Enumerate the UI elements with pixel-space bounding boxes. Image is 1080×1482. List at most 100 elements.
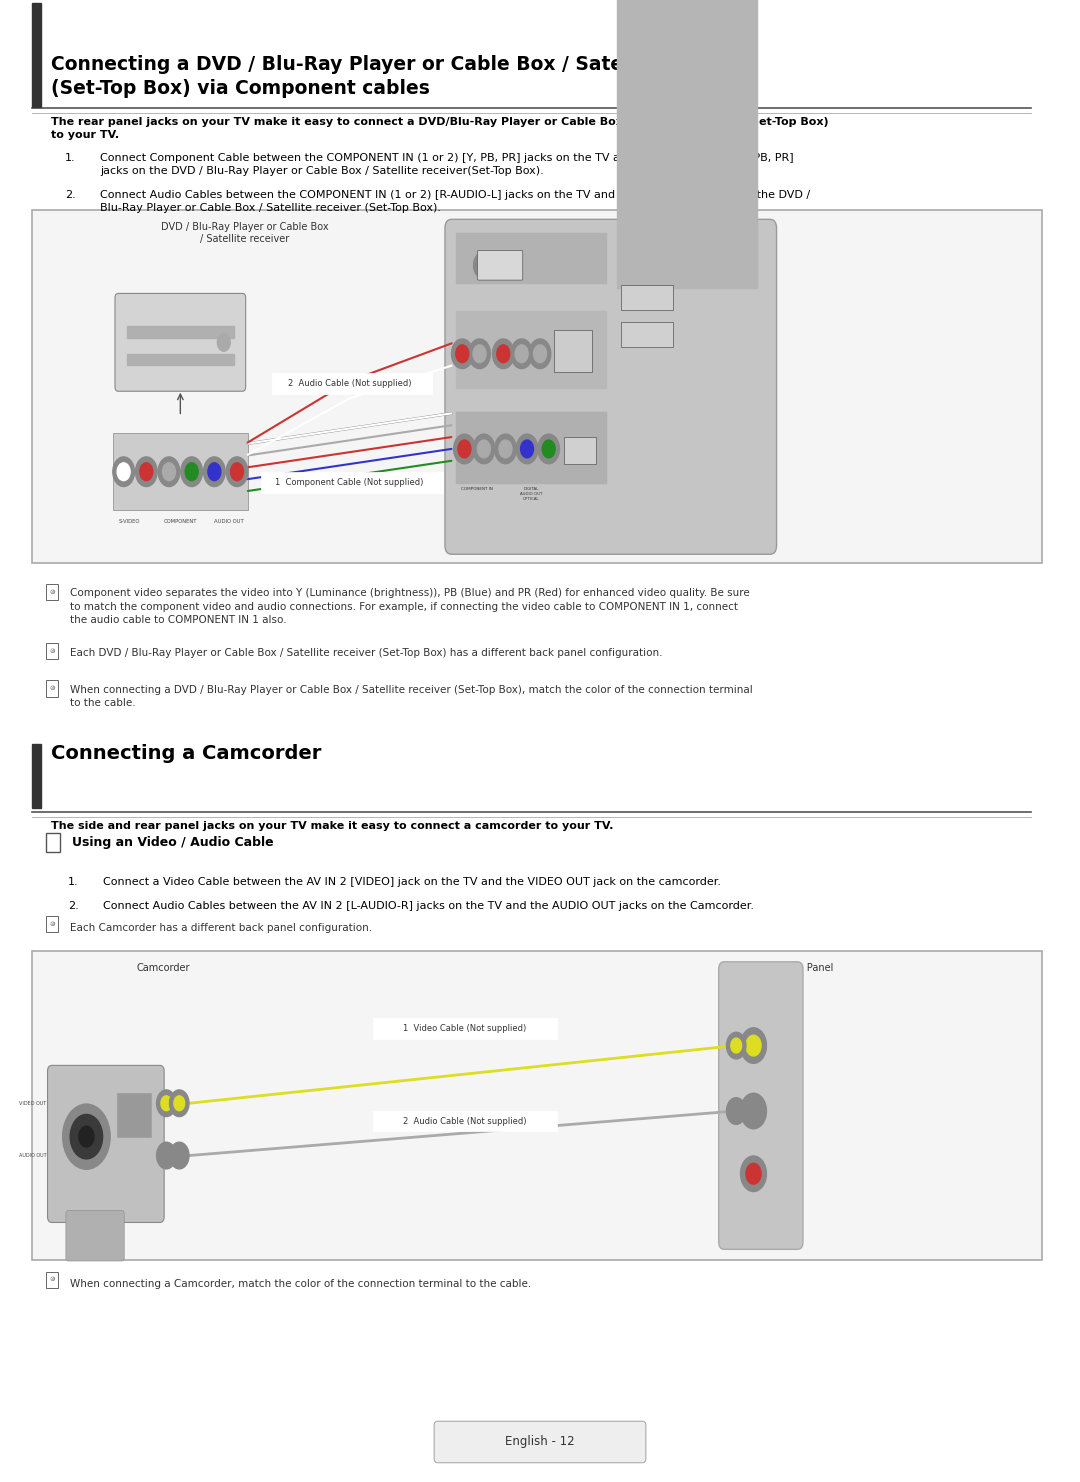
Text: DTV/AV IN: DTV/AV IN xyxy=(536,319,558,322)
Circle shape xyxy=(451,339,473,369)
Text: S-VIDEO: S-VIDEO xyxy=(119,519,139,525)
Circle shape xyxy=(161,1149,172,1163)
Bar xyxy=(554,330,592,372)
Bar xyxy=(46,643,58,659)
Bar xyxy=(272,373,432,394)
Circle shape xyxy=(474,252,494,279)
Circle shape xyxy=(492,339,514,369)
Circle shape xyxy=(473,345,486,363)
Circle shape xyxy=(170,1143,189,1169)
Text: ⑩: ⑩ xyxy=(50,922,55,926)
Circle shape xyxy=(63,1104,110,1169)
Circle shape xyxy=(741,1156,767,1192)
Circle shape xyxy=(741,1094,767,1129)
Bar xyxy=(126,354,233,365)
Bar xyxy=(456,233,606,283)
Bar xyxy=(46,916,58,932)
Circle shape xyxy=(79,1126,94,1147)
Text: ⑩: ⑩ xyxy=(50,649,55,654)
Text: Connect a Video Cable between the AV IN 2 [VIDEO] jack on the TV and the VIDEO O: Connect a Video Cable between the AV IN … xyxy=(103,877,720,888)
Text: Each DVD / Blu-Ray Player or Cable Box / Satellite receiver (Set-Top Box) has a : Each DVD / Blu-Ray Player or Cable Box /… xyxy=(70,648,663,658)
Text: DIGITAL
AUDIO OUT
OPTICAL: DIGITAL AUDIO OUT OPTICAL xyxy=(519,488,542,501)
Text: Connecting a Camcorder: Connecting a Camcorder xyxy=(51,744,321,763)
Circle shape xyxy=(516,434,538,464)
Circle shape xyxy=(157,1089,176,1116)
Circle shape xyxy=(203,456,225,486)
Text: When connecting a Camcorder, match the color of the connection terminal to the c: When connecting a Camcorder, match the c… xyxy=(70,1279,531,1289)
Circle shape xyxy=(741,1029,767,1064)
Circle shape xyxy=(477,440,490,458)
Text: Connect Audio Cables between the COMPONENT IN (1 or 2) [R-AUDIO-L] jacks on the : Connect Audio Cables between the COMPONE… xyxy=(100,190,811,213)
Text: 2.: 2. xyxy=(65,190,76,200)
Text: AUDIO OUT: AUDIO OUT xyxy=(214,519,244,525)
Text: 1.: 1. xyxy=(65,153,76,163)
Circle shape xyxy=(746,1036,761,1057)
Circle shape xyxy=(174,1095,185,1110)
Circle shape xyxy=(454,434,475,464)
Circle shape xyxy=(529,339,551,369)
Circle shape xyxy=(727,1098,746,1125)
Text: 2  Audio Cable (Not supplied): 2 Audio Cable (Not supplied) xyxy=(403,1116,527,1126)
Bar xyxy=(621,285,673,310)
Circle shape xyxy=(511,339,532,369)
Circle shape xyxy=(207,462,220,480)
Circle shape xyxy=(746,1163,761,1184)
Bar xyxy=(564,437,596,464)
Text: Connect Audio Cables between the AV IN 2 [L-AUDIO-R] jacks on the TV and the AUD: Connect Audio Cables between the AV IN 2… xyxy=(103,901,754,911)
Circle shape xyxy=(139,462,152,480)
Text: DVD / Blu-Ray Player or Cable Box
/ Satellite receiver: DVD / Blu-Ray Player or Cable Box / Sate… xyxy=(161,222,328,245)
Circle shape xyxy=(731,1104,742,1119)
Bar xyxy=(117,1094,151,1137)
Bar xyxy=(373,1018,556,1039)
Text: PC: PC xyxy=(538,240,544,245)
Circle shape xyxy=(226,456,247,486)
Circle shape xyxy=(497,345,510,363)
Bar xyxy=(46,680,58,697)
Text: ⑩: ⑩ xyxy=(50,1277,55,1282)
FancyBboxPatch shape xyxy=(434,1421,646,1463)
Bar xyxy=(621,322,673,347)
Circle shape xyxy=(469,339,490,369)
Bar xyxy=(46,1272,58,1288)
Text: Camcorder: Camcorder xyxy=(137,963,190,974)
Circle shape xyxy=(538,434,559,464)
Circle shape xyxy=(458,440,471,458)
Bar xyxy=(46,833,60,852)
Bar xyxy=(456,311,606,388)
Text: 2.: 2. xyxy=(68,901,79,911)
Text: 1  Component Cable (Not supplied): 1 Component Cable (Not supplied) xyxy=(275,479,423,488)
Bar xyxy=(46,584,58,600)
Text: COMPONENT: COMPONENT xyxy=(163,519,197,525)
FancyBboxPatch shape xyxy=(66,1211,124,1261)
Circle shape xyxy=(185,462,198,480)
FancyBboxPatch shape xyxy=(48,1066,164,1223)
Text: 2  Audio Cable (Not supplied): 2 Audio Cable (Not supplied) xyxy=(288,379,411,388)
Circle shape xyxy=(746,1101,761,1122)
Text: TV Side Panel: TV Side Panel xyxy=(767,963,833,974)
Text: When connecting a DVD / Blu-Ray Player or Cable Box / Satellite receiver (Set-To: When connecting a DVD / Blu-Ray Player o… xyxy=(70,685,753,708)
Text: HDMI: HDMI xyxy=(674,240,688,245)
Circle shape xyxy=(473,434,495,464)
Circle shape xyxy=(117,462,130,480)
Circle shape xyxy=(521,440,534,458)
Circle shape xyxy=(495,434,516,464)
Circle shape xyxy=(135,456,157,486)
Circle shape xyxy=(456,345,469,363)
Circle shape xyxy=(157,1143,176,1169)
Text: VIDEO OUT: VIDEO OUT xyxy=(19,1101,46,1106)
Bar xyxy=(456,412,606,483)
Circle shape xyxy=(161,1095,172,1110)
FancyBboxPatch shape xyxy=(445,219,777,554)
Text: ⑩: ⑩ xyxy=(50,590,55,594)
Text: COMPONENT IN: COMPONENT IN xyxy=(461,488,492,492)
Text: 1  Video Cable (Not supplied): 1 Video Cable (Not supplied) xyxy=(403,1024,526,1033)
Circle shape xyxy=(534,345,546,363)
FancyBboxPatch shape xyxy=(718,962,802,1249)
FancyBboxPatch shape xyxy=(477,250,523,280)
Circle shape xyxy=(158,456,179,486)
Circle shape xyxy=(515,345,528,363)
Text: 1.: 1. xyxy=(68,877,79,888)
Bar xyxy=(32,951,1042,1260)
Bar xyxy=(32,3,41,107)
Text: Component video separates the video into Y (Luminance (brightness)), PB (Blue) a: Component video separates the video into… xyxy=(70,588,750,625)
